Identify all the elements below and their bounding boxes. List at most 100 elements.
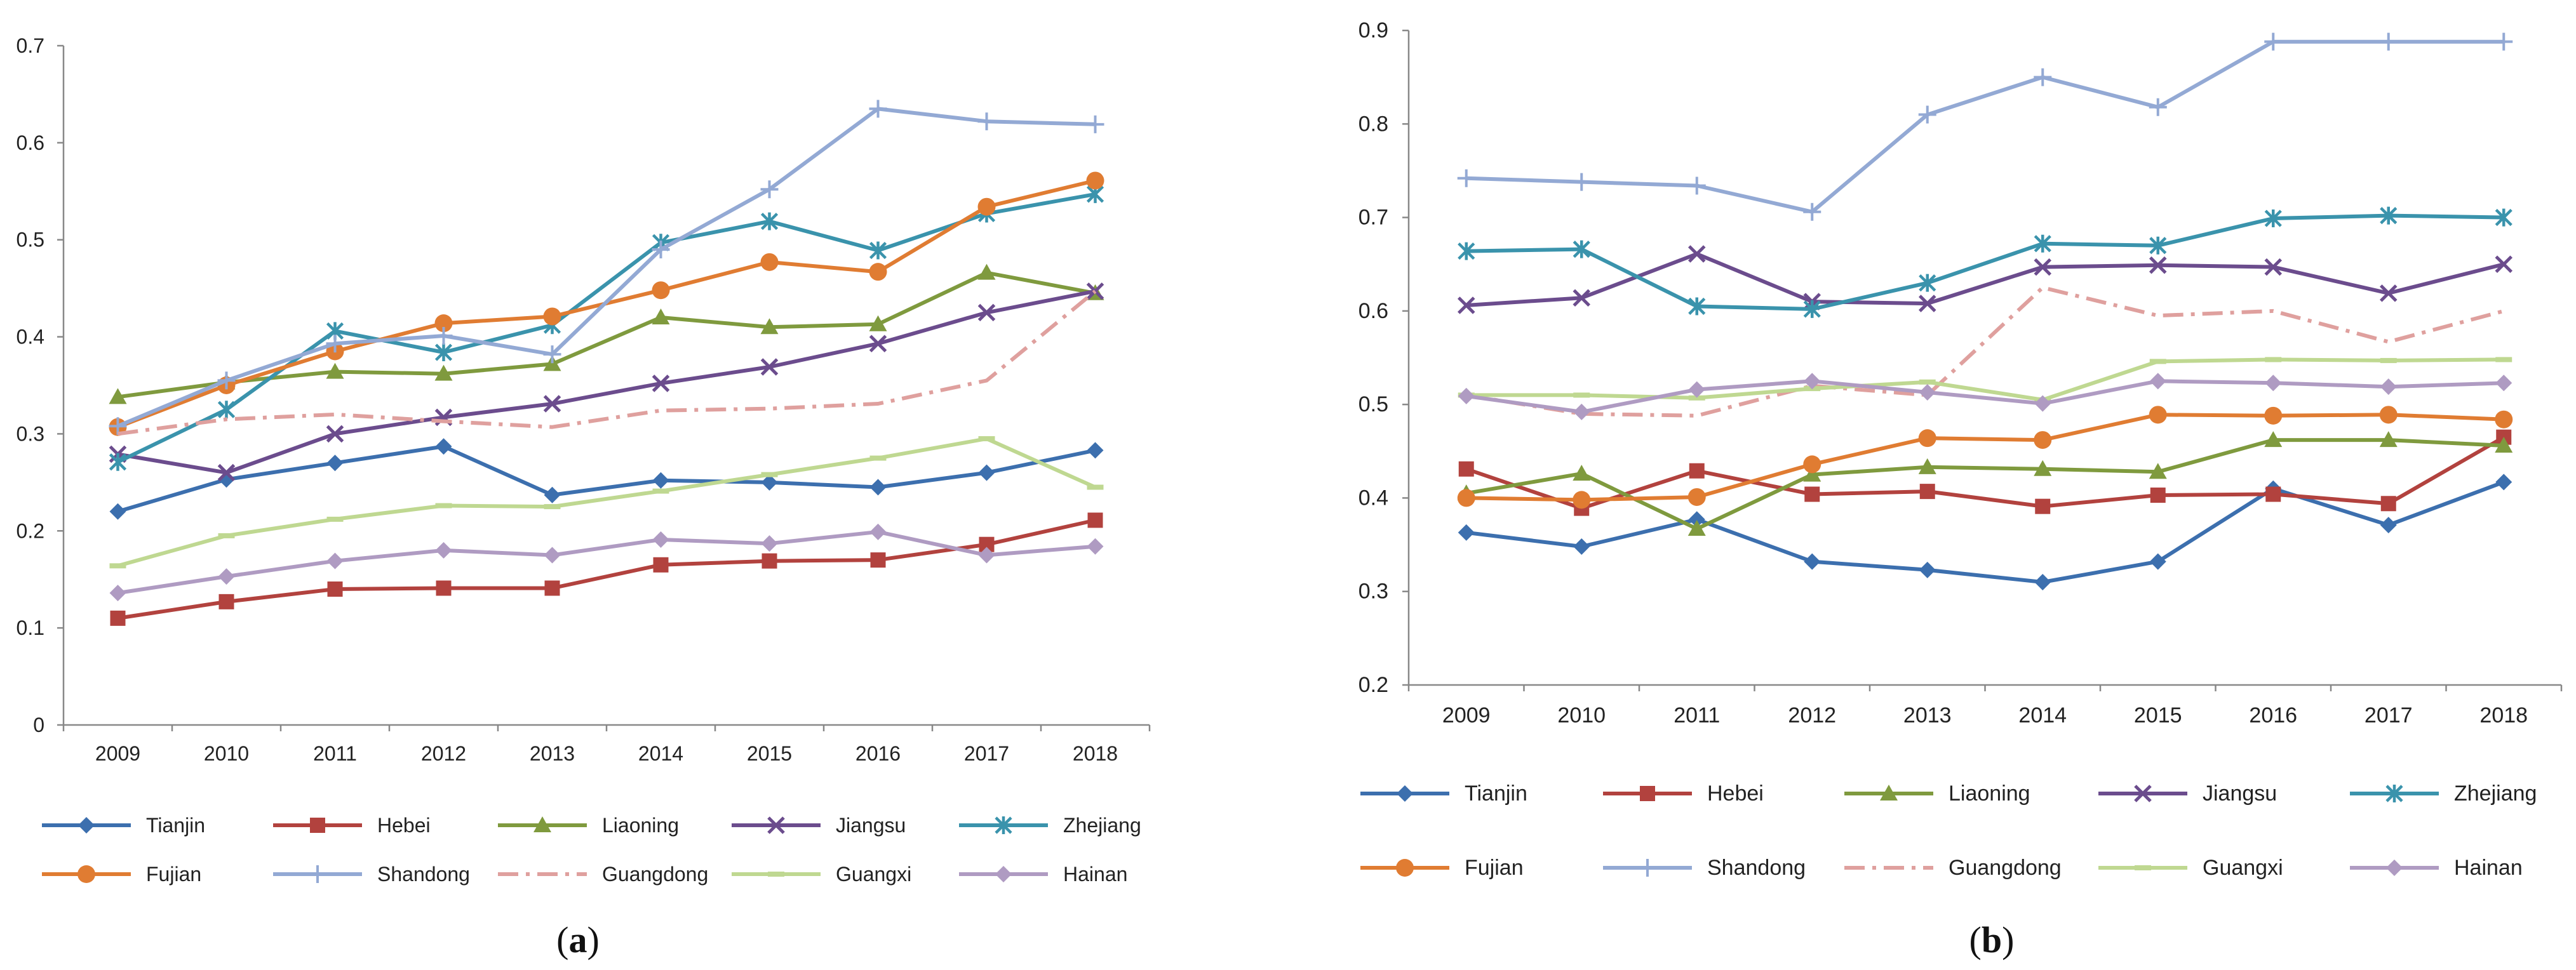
data-point-hebei <box>1804 486 1820 502</box>
series-line-tianjin <box>1466 480 2505 584</box>
x-tick-label: 2015 <box>747 742 792 765</box>
legend-label-guangdong: Guangdong <box>1949 856 2062 880</box>
data-point-tianjin <box>1573 538 1590 555</box>
data-point-hainan <box>652 531 669 548</box>
data-point-hebei <box>436 580 452 596</box>
data-point-fujian <box>652 281 670 300</box>
data-point-shandong <box>869 100 887 118</box>
data-point-jiangsu <box>1918 295 1936 312</box>
data-point-liaoning <box>2495 436 2513 453</box>
series-line-hebei <box>117 518 1096 620</box>
data-point-jiangsu <box>652 375 670 392</box>
panel-label: (b) <box>1969 919 2015 960</box>
legend-label-fujian: Fujian <box>146 863 201 886</box>
data-point-shandong <box>1457 169 1475 187</box>
legend-label-tianjin: Tianjin <box>1465 781 1527 806</box>
x-tick-label: 2013 <box>530 742 575 765</box>
data-point-liaoning <box>652 309 670 324</box>
x-tick-label: 2016 <box>2249 703 2297 728</box>
series-line-guangxi <box>1466 357 2504 402</box>
legend-marker-zhejiang <box>995 816 1012 834</box>
data-point-liaoning <box>1803 465 1821 482</box>
data-point-hainan <box>978 547 995 564</box>
data-point-liaoning <box>109 388 127 404</box>
data-point-tianjin <box>326 455 344 472</box>
data-point-fujian <box>543 307 561 326</box>
legend-label-guangxi: Guangxi <box>2203 856 2283 880</box>
data-point-fujian <box>1086 171 1104 190</box>
data-point-guangxi <box>652 488 669 494</box>
x-tick-label: 2012 <box>1788 703 1836 728</box>
data-point-tianjin <box>435 438 452 455</box>
y-tick-label: 0.2 <box>17 519 44 542</box>
data-point-hainan <box>1573 403 1590 420</box>
data-point-hebei <box>1689 463 1705 479</box>
data-point-hainan <box>218 568 235 585</box>
data-point-jiangsu <box>1573 289 1591 307</box>
data-point-zhejiang <box>2149 236 2167 255</box>
y-tick-label: 0.8 <box>1358 112 1388 136</box>
data-point-jiangsu <box>1687 245 1706 263</box>
series-line-jiangsu <box>117 289 1096 475</box>
legend-label-fujian: Fujian <box>1465 856 1524 880</box>
data-point-zhejiang <box>1803 300 1821 318</box>
data-point-fujian <box>869 263 887 281</box>
data-point-hainan <box>2495 375 2512 392</box>
data-point-hebei <box>327 581 343 597</box>
data-point-hainan <box>109 585 126 602</box>
data-point-guangxi <box>2149 359 2166 364</box>
series-line-shandong <box>117 107 1096 428</box>
data-point-hebei <box>2150 488 2166 503</box>
data-point-hebei <box>218 594 234 609</box>
data-point-guangxi <box>109 563 126 569</box>
y-tick-label: 0.5 <box>1358 392 1388 416</box>
data-point-tianjin <box>1919 561 1936 578</box>
y-tick-label: 0.4 <box>17 326 44 349</box>
series-line-zhejiang <box>1466 213 2504 311</box>
data-point-tianjin <box>2149 553 2166 570</box>
data-point-guangxi <box>869 455 887 461</box>
panel-label: (a) <box>556 919 600 960</box>
data-point-guangxi <box>326 516 344 522</box>
data-point-shandong <box>1086 115 1104 133</box>
data-point-guangxi <box>761 472 778 477</box>
data-point-shandong <box>1918 105 1936 124</box>
data-point-hainan <box>1919 383 1936 401</box>
data-point-guangxi <box>1919 379 1936 385</box>
data-point-hebei <box>653 557 669 573</box>
legend-label-liaoning: Liaoning <box>602 814 679 837</box>
series-line-liaoning <box>117 270 1096 399</box>
data-point-tianjin <box>978 464 995 481</box>
data-point-jiangsu <box>2149 256 2167 274</box>
legend-marker-shandong <box>1639 859 1656 877</box>
data-point-fujian <box>2264 406 2283 425</box>
data-point-fujian <box>1918 429 1936 448</box>
data-point-zhejiang <box>760 212 779 230</box>
y-tick-label: 0.5 <box>17 229 44 251</box>
legend-label-hebei: Hebei <box>1707 781 1764 806</box>
legend-marker-zhejiang <box>2385 785 2403 802</box>
data-point-guangxi <box>1087 484 1104 490</box>
data-point-zhejiang <box>2034 234 2051 253</box>
data-point-guangxi <box>1688 395 1705 401</box>
data-point-hebei <box>2265 486 2281 502</box>
legend-marker-liaoning <box>533 816 551 832</box>
data-point-tianjin <box>761 474 778 491</box>
data-point-hainan <box>326 552 344 569</box>
data-point-hebei <box>870 552 886 568</box>
series-line-shandong <box>1466 39 2504 214</box>
x-tick-label: 2017 <box>964 742 1009 765</box>
series-line-fujian <box>1466 413 2504 502</box>
data-point-liaoning <box>2034 460 2052 476</box>
series-line-liaoning <box>1466 438 2504 531</box>
x-tick-label: 2012 <box>421 742 466 765</box>
legend-label-hainan: Hainan <box>1063 863 1127 886</box>
data-point-liaoning <box>1687 520 1706 536</box>
data-point-liaoning <box>869 315 887 331</box>
data-point-tianjin <box>652 472 669 489</box>
data-point-zhejiang <box>109 453 127 471</box>
series-line-hainan <box>117 529 1096 595</box>
legend-label-hebei: Hebei <box>377 814 431 837</box>
x-tick-label: 2014 <box>2018 703 2067 728</box>
data-point-guangxi <box>2380 357 2397 363</box>
